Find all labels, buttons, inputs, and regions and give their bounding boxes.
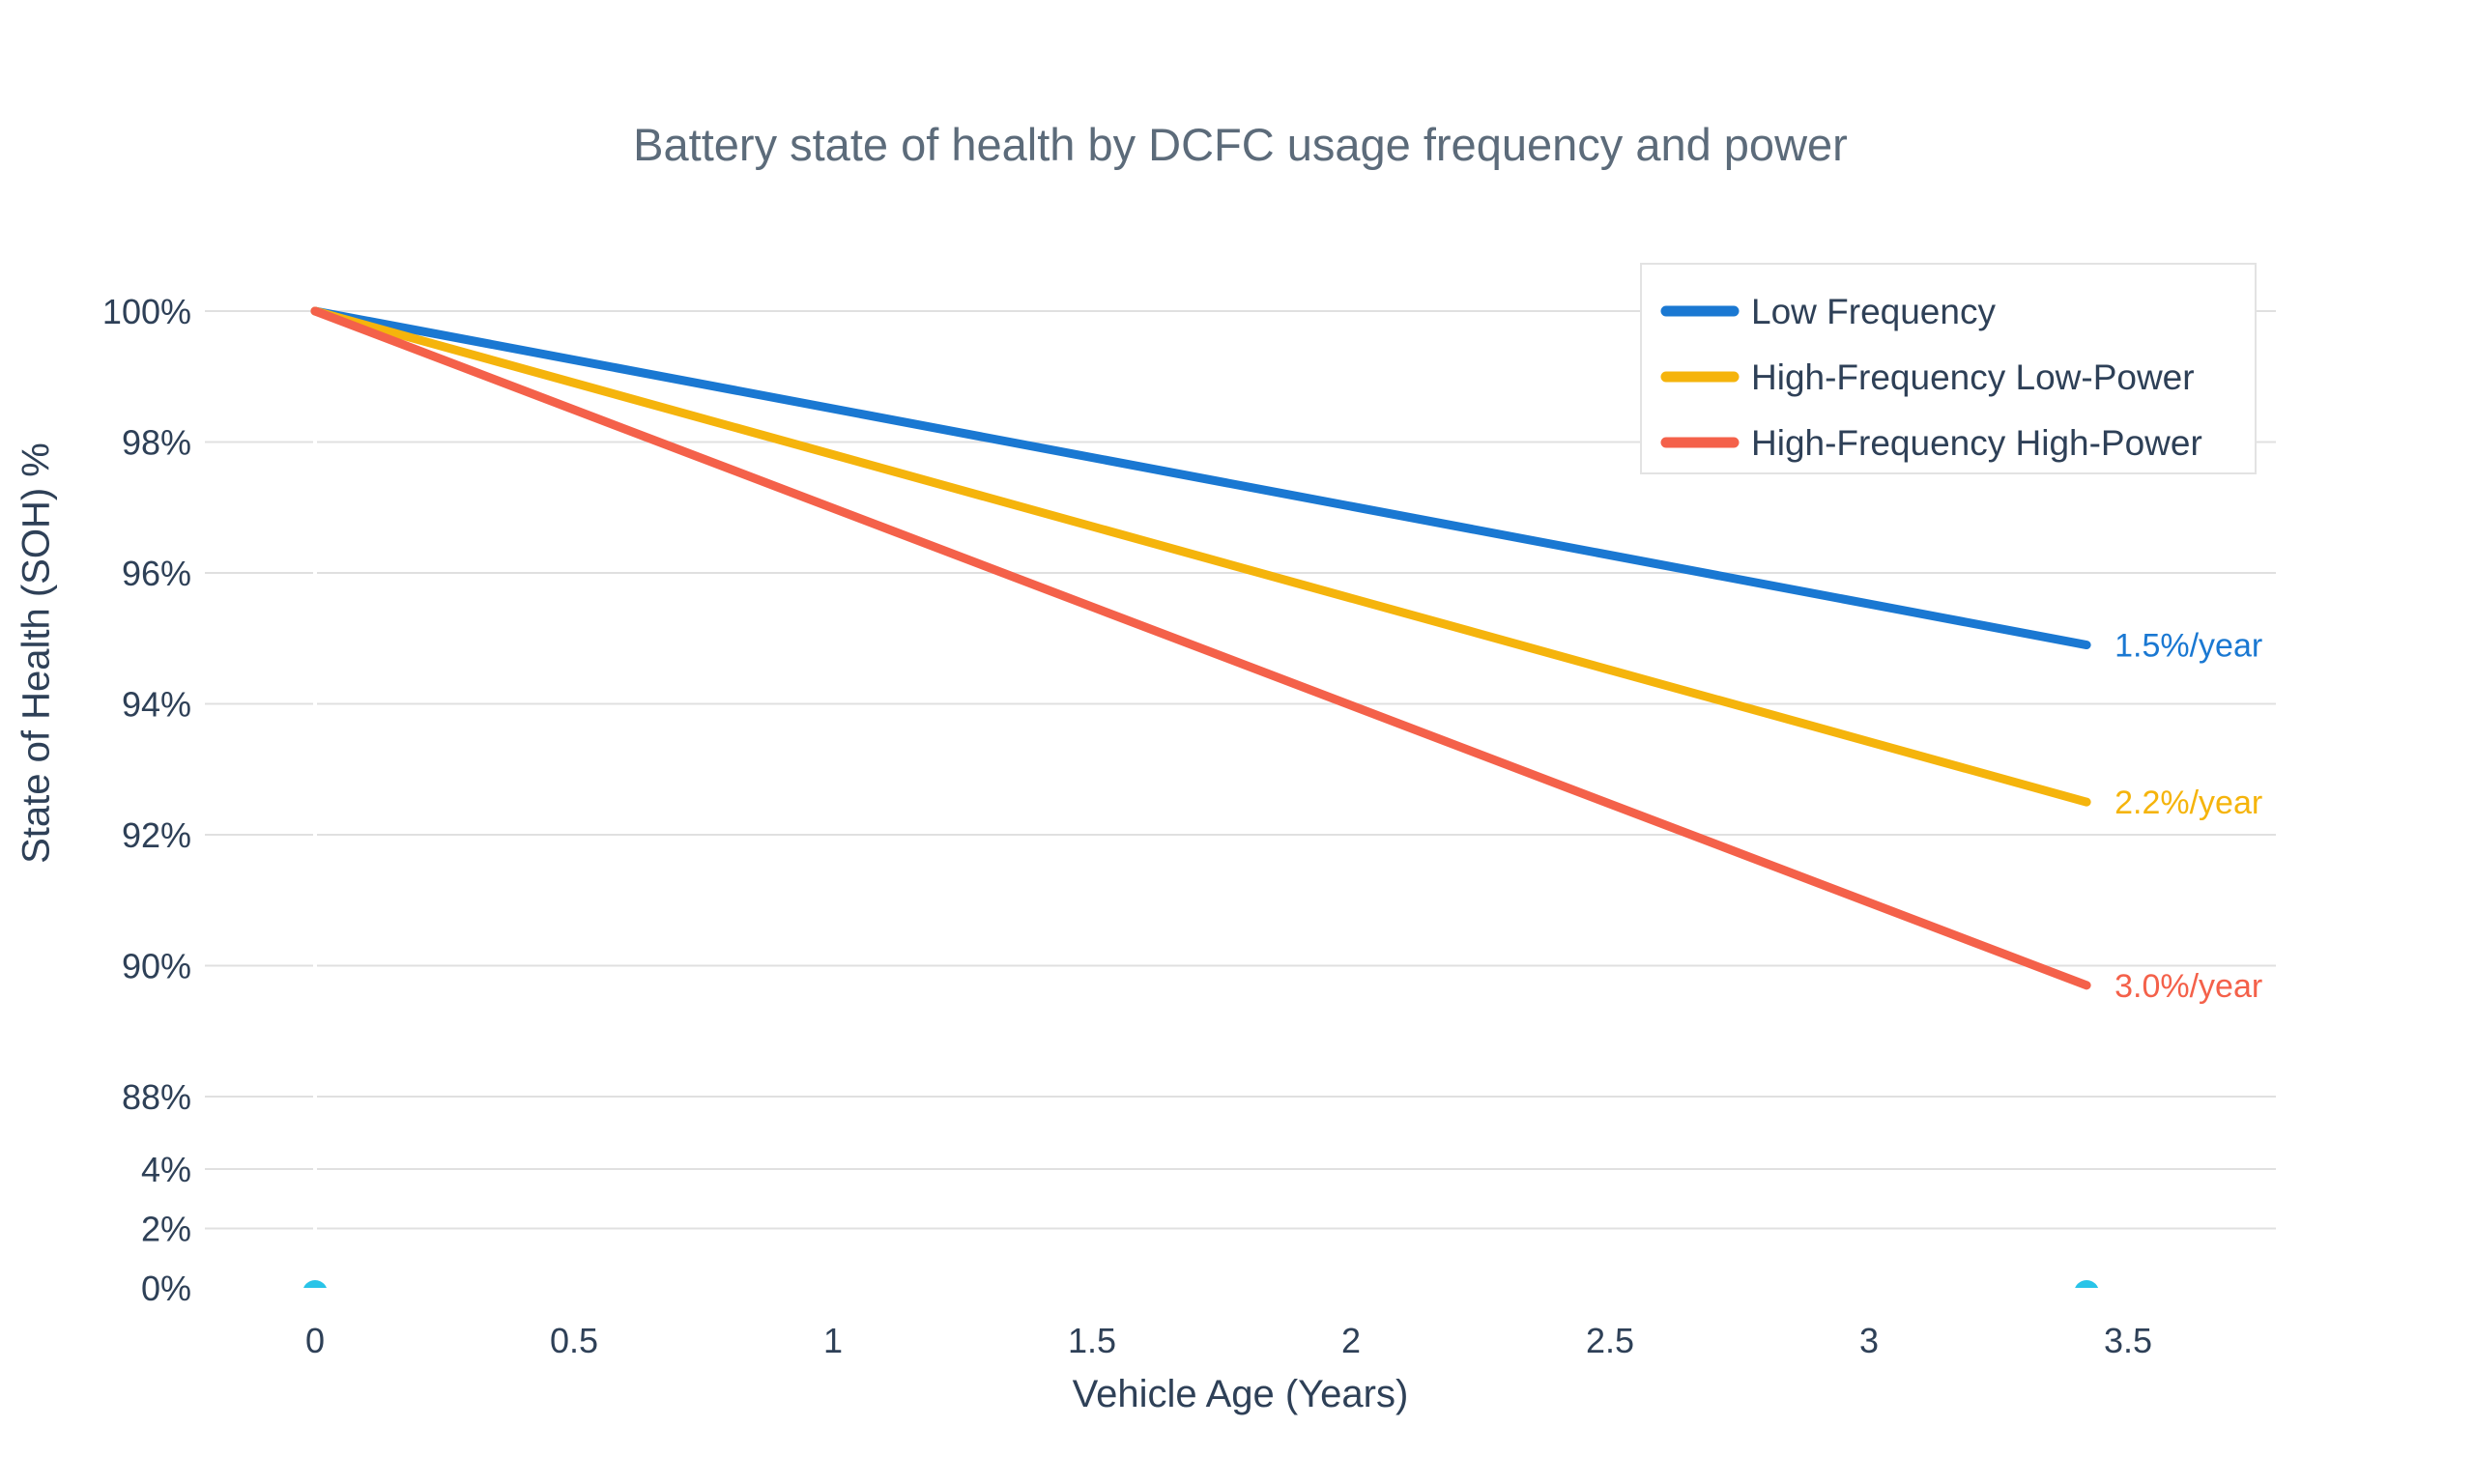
y-tick-label: 2% — [141, 1210, 191, 1249]
x-tick-label: 1.5 — [1068, 1321, 1116, 1360]
chart-title: Battery state of health by DCFC usage fr… — [633, 119, 1848, 170]
series-end-annotation-2: 3.0%/year — [2114, 968, 2262, 1005]
series-end-annotation-1: 2.2%/year — [2114, 785, 2262, 821]
series-line-1[interactable] — [310, 306, 2091, 807]
x-tick-label: 0.5 — [550, 1321, 598, 1360]
legend-label: High-Frequency Low-Power — [1751, 357, 2195, 397]
x-tick-label: 2 — [1341, 1321, 1361, 1360]
series-line-0[interactable] — [310, 306, 2091, 650]
series-line-2[interactable] — [310, 306, 2091, 990]
x-tick-label: 3 — [1859, 1321, 1879, 1360]
y-tick-label: 96% — [122, 554, 191, 593]
x-tick-label: 1 — [823, 1321, 843, 1360]
x-axis-title: Vehicle Age (Years) — [1072, 1373, 1409, 1415]
y-tick-label: 4% — [141, 1150, 191, 1189]
x-tick-label: 2.5 — [1586, 1321, 1634, 1360]
baseline-marker[interactable] — [2074, 1280, 2099, 1305]
y-tick-label: 94% — [122, 685, 191, 725]
x-tick-label: 3.5 — [2104, 1321, 2152, 1360]
legend-label: Low Frequency — [1751, 292, 1996, 331]
y-tick-label: 0% — [141, 1269, 191, 1308]
baseline-marker[interactable] — [302, 1280, 328, 1305]
legend-label: High-Frequency High-Power — [1751, 423, 2202, 463]
y-tick-label: 88% — [122, 1077, 191, 1117]
y-tick-label: 100% — [102, 292, 191, 331]
series-end-annotation-0: 1.5%/year — [2114, 628, 2262, 665]
legend-item-0[interactable]: Low Frequency — [1660, 292, 1996, 331]
legend-item-2[interactable]: High-Frequency High-Power — [1660, 423, 2202, 463]
legend-box — [1640, 263, 2257, 474]
y-tick-label: 92% — [122, 815, 191, 855]
y-tick-label: 98% — [122, 423, 191, 463]
y-tick-label: 90% — [122, 947, 191, 986]
legend-item-1[interactable]: High-Frequency Low-Power — [1660, 357, 2195, 397]
x-tick-label: 0 — [305, 1321, 325, 1360]
